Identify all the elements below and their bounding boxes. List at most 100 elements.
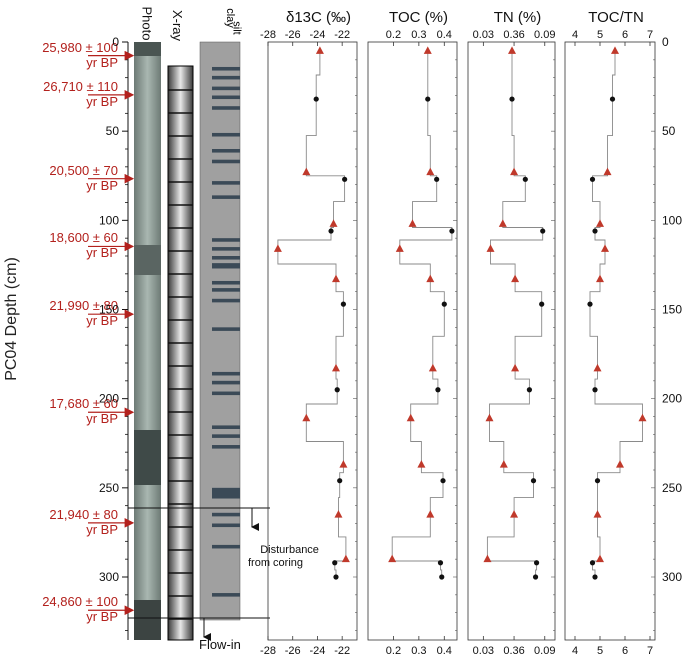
data-point-circle (425, 96, 431, 102)
chart-title: TOC (%) (389, 9, 448, 26)
silt-layer (212, 86, 240, 91)
data-point-triangle (406, 413, 415, 422)
data-point-triangle (417, 460, 426, 468)
date-label: 25,980 ± 100 yr BP (0, 40, 118, 70)
data-point-triangle (593, 510, 602, 518)
right-depth-tick-label: 100 (662, 213, 682, 227)
data-point-circle (592, 574, 598, 580)
date-label-unit: yr BP (86, 54, 118, 70)
data-point-circle (530, 478, 537, 484)
silt-layer (212, 593, 240, 597)
core-xray (167, 65, 194, 641)
date-label-age: 26,710 ± 110 (43, 78, 118, 94)
chart-tick-label-bottom: 0.3 (411, 645, 426, 655)
silt-layer (212, 523, 240, 528)
chart-panel: δ13C (‰) -28 -28 -26 -26 -24 -24 -22 -22 (260, 9, 358, 655)
chart-tick-label-bottom: -22 (334, 645, 350, 655)
silt-layer (212, 280, 240, 285)
silt-layer (212, 195, 240, 199)
data-point-circle (594, 478, 601, 484)
silt-layer (212, 95, 240, 100)
chart-frame (564, 41, 656, 641)
data-point-triangle (331, 363, 340, 372)
data-point-triangle (616, 460, 624, 468)
silt-layer (212, 380, 240, 385)
silt-layer (212, 425, 240, 429)
data-point-circle (522, 176, 528, 182)
chart-tick-label-top: -24 (309, 29, 325, 41)
date-label: 21,990 ± 80 yr BP (0, 298, 118, 328)
data-point-triangle (486, 244, 495, 252)
silt-layer (212, 181, 240, 185)
chart-frame (367, 41, 458, 641)
chart-tick-label-top: 0.36 (503, 29, 524, 41)
data-point-circle (441, 301, 447, 307)
data-point-triangle (273, 244, 282, 252)
date-label-unit: yr BP (86, 313, 118, 329)
data-point-triangle (395, 244, 404, 252)
core-photo-dark-band (134, 245, 161, 275)
data-point-triangle (611, 46, 619, 54)
silt-layer (212, 247, 240, 251)
data-point-circle (342, 176, 348, 182)
chart-tick-label-bottom: 0.36 (503, 645, 524, 655)
data-point-triangle (334, 510, 343, 518)
chart-tick-label-bottom: 0.03 (473, 645, 494, 655)
chart-tick-label-top: -22 (334, 29, 350, 41)
disturbance-label: Disturbance from coring (248, 531, 319, 583)
date-label-age: 25,980 ± 100 (42, 39, 118, 55)
data-point-triangle (510, 167, 519, 176)
silt-layer (212, 391, 240, 396)
right-depth-tick-label: 250 (662, 481, 682, 495)
chart-tick-label-bottom: -26 (285, 645, 301, 655)
data-point-circle (532, 574, 539, 580)
lithology-clay-background (199, 41, 241, 621)
data-point-triangle (426, 510, 435, 518)
depth-tick-label: 200 (99, 392, 119, 406)
chart-tick-label-top: 0.2 (386, 29, 401, 41)
chart-tick-label-bottom: -28 (260, 645, 276, 655)
chart-tick-label-bottom: 0.09 (534, 645, 555, 655)
date-label: 26,710 ± 110 yr BP (0, 79, 118, 109)
data-point-circle (328, 228, 334, 234)
date-label-unit: yr BP (86, 93, 118, 109)
chart-tick-label-bottom: 6 (622, 645, 628, 655)
geochem-charts: δ13C (‰) -28 -28 -26 -26 -24 -24 -22 -22 TOC (%) 0… (260, 9, 656, 655)
date-label: 18,600 ± 60 yr BP (0, 230, 118, 260)
chart-title: δ13C (‰) (286, 9, 351, 26)
chart-tick-label-top: 5 (597, 29, 603, 41)
data-point-triangle (601, 244, 609, 252)
data-point-triangle (498, 219, 507, 227)
right-depth-tick-label: 200 (662, 392, 682, 406)
date-label-unit: yr BP (86, 411, 118, 427)
chart-step-line (486, 50, 544, 577)
core-photo-body (134, 42, 161, 640)
data-point-triangle (331, 274, 340, 283)
depth-tick-label: 0 (112, 35, 119, 49)
date-label-age: 18,600 ± 60 (49, 230, 118, 246)
chart-step-line (277, 50, 347, 577)
data-point-circle (434, 176, 440, 182)
chart-tick-label-bottom: 0.4 (437, 645, 452, 655)
core-photo-top-dark (134, 42, 161, 56)
data-point-triangle (638, 413, 647, 422)
silt-layer (212, 132, 240, 137)
silt-layer (212, 288, 240, 292)
chart-tick-label-top: 6 (622, 29, 628, 41)
data-point-circle (509, 96, 515, 102)
chart-step-line (391, 50, 453, 577)
chart-frame (467, 41, 556, 641)
chart-tick-label-top: 4 (572, 29, 578, 41)
depth-tick-label: 150 (99, 303, 119, 317)
chart-tick-label-top: -26 (285, 29, 301, 41)
chart-tick-label-top: -28 (260, 29, 276, 41)
data-point-triangle (302, 167, 311, 176)
data-point-triangle (596, 554, 604, 563)
chart-panel: TOC (%) 0.2 0.2 0.3 0.3 0.4 0.4 (367, 9, 458, 655)
data-point-triangle (339, 460, 348, 468)
silt-layer (212, 371, 240, 376)
chart-tick-label-bottom: 4 (572, 645, 578, 655)
data-point-circle (435, 387, 441, 393)
chart-tick-label-top: 0.09 (534, 29, 555, 41)
